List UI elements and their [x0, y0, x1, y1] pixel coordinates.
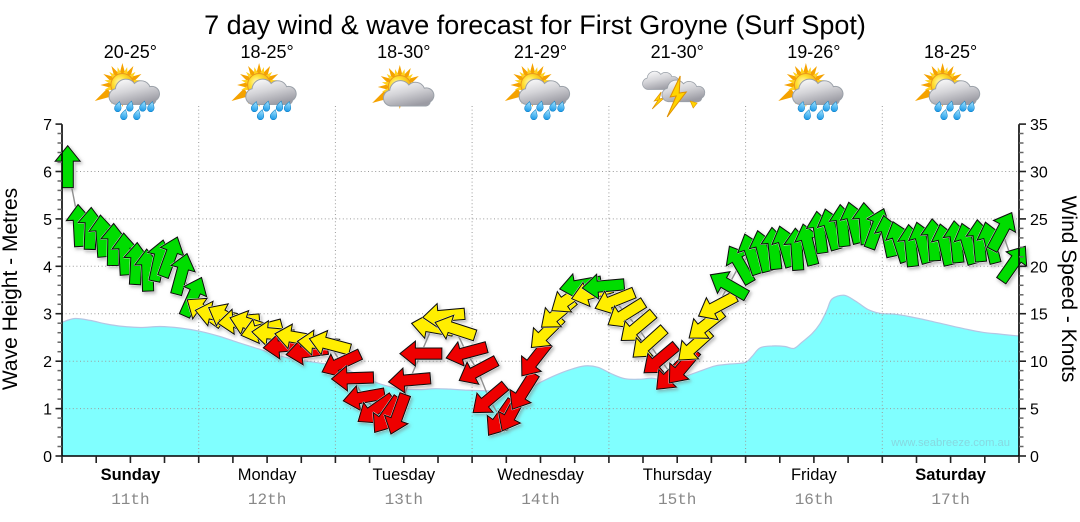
svg-text:10: 10: [1030, 354, 1048, 371]
svg-text:30: 30: [1030, 165, 1048, 182]
svg-text:15: 15: [1030, 307, 1048, 324]
svg-text:16th: 16th: [795, 491, 833, 509]
svg-text:1: 1: [43, 402, 52, 419]
svg-text:25: 25: [1030, 212, 1048, 229]
svg-text:19-26°: 19-26°: [787, 42, 840, 62]
svg-text:Sunday: Sunday: [101, 466, 161, 484]
svg-text:5: 5: [43, 212, 52, 229]
svg-text:20: 20: [1030, 259, 1048, 276]
svg-text:Saturday: Saturday: [915, 466, 986, 484]
svg-text:Thursday: Thursday: [643, 466, 713, 484]
svg-text:7: 7: [43, 117, 52, 134]
svg-text:11th: 11th: [111, 491, 149, 509]
svg-text:7 day wind & wave forecast for: 7 day wind & wave forecast for First Gro…: [204, 10, 866, 40]
svg-text:Wind Speed - Knots: Wind Speed - Knots: [1057, 196, 1080, 383]
svg-text:Friday: Friday: [791, 466, 838, 484]
svg-text:17th: 17th: [931, 491, 969, 509]
svg-text:20-25°: 20-25°: [104, 42, 157, 62]
svg-text:35: 35: [1030, 117, 1048, 134]
svg-text:4: 4: [43, 259, 52, 276]
svg-text:18-25°: 18-25°: [240, 42, 293, 62]
svg-text:6: 6: [43, 165, 52, 182]
svg-text:14th: 14th: [521, 491, 559, 509]
svg-text:15th: 15th: [658, 491, 696, 509]
svg-text:3: 3: [43, 307, 52, 324]
svg-text:www.seabreeze.com.au: www.seabreeze.com.au: [890, 437, 1010, 449]
svg-text:Wednesday: Wednesday: [497, 466, 585, 484]
svg-text:0: 0: [43, 449, 52, 466]
svg-text:12th: 12th: [248, 491, 286, 509]
svg-text:Monday: Monday: [238, 466, 297, 484]
svg-text:0: 0: [1030, 449, 1039, 466]
svg-text:18-30°: 18-30°: [377, 42, 430, 62]
svg-text:21-30°: 21-30°: [651, 42, 704, 62]
svg-text:Tuesday: Tuesday: [372, 466, 435, 484]
svg-text:21-29°: 21-29°: [514, 42, 567, 62]
svg-text:18-25°: 18-25°: [924, 42, 977, 62]
svg-text:5: 5: [1030, 402, 1039, 419]
svg-text:2: 2: [43, 354, 52, 371]
svg-text:13th: 13th: [385, 491, 423, 509]
svg-text:Wave Height - Metres: Wave Height - Metres: [0, 188, 22, 390]
